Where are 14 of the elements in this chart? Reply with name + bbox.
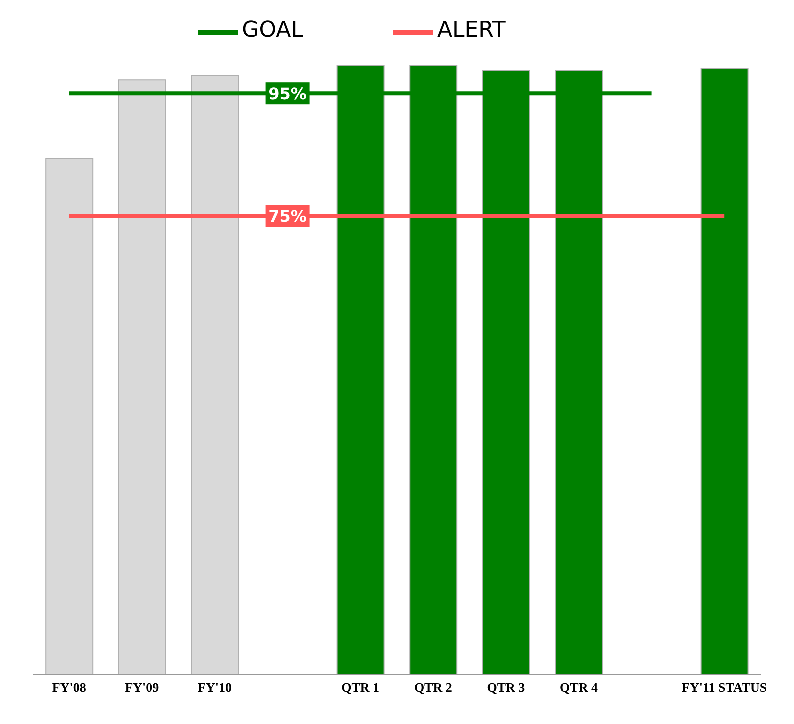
legend-label: ALERT	[437, 18, 506, 43]
bar	[700, 68, 749, 675]
x-tick-label: FY'09	[125, 680, 160, 696]
x-tick-label: FY'11 STATUS	[682, 680, 768, 696]
x-tick-label: QTR 3	[487, 680, 526, 696]
x-tick-label: QTR 2	[414, 680, 452, 696]
x-tick-label: QTR 1	[342, 680, 380, 696]
legend-label: GOAL	[242, 18, 304, 43]
x-tick-label: QTR 4	[560, 680, 598, 696]
bar	[46, 158, 94, 675]
bar	[118, 80, 166, 675]
x-tick-label: FY'08	[52, 680, 87, 696]
x-tick-label: FY'10	[198, 680, 232, 696]
bar	[191, 75, 240, 675]
